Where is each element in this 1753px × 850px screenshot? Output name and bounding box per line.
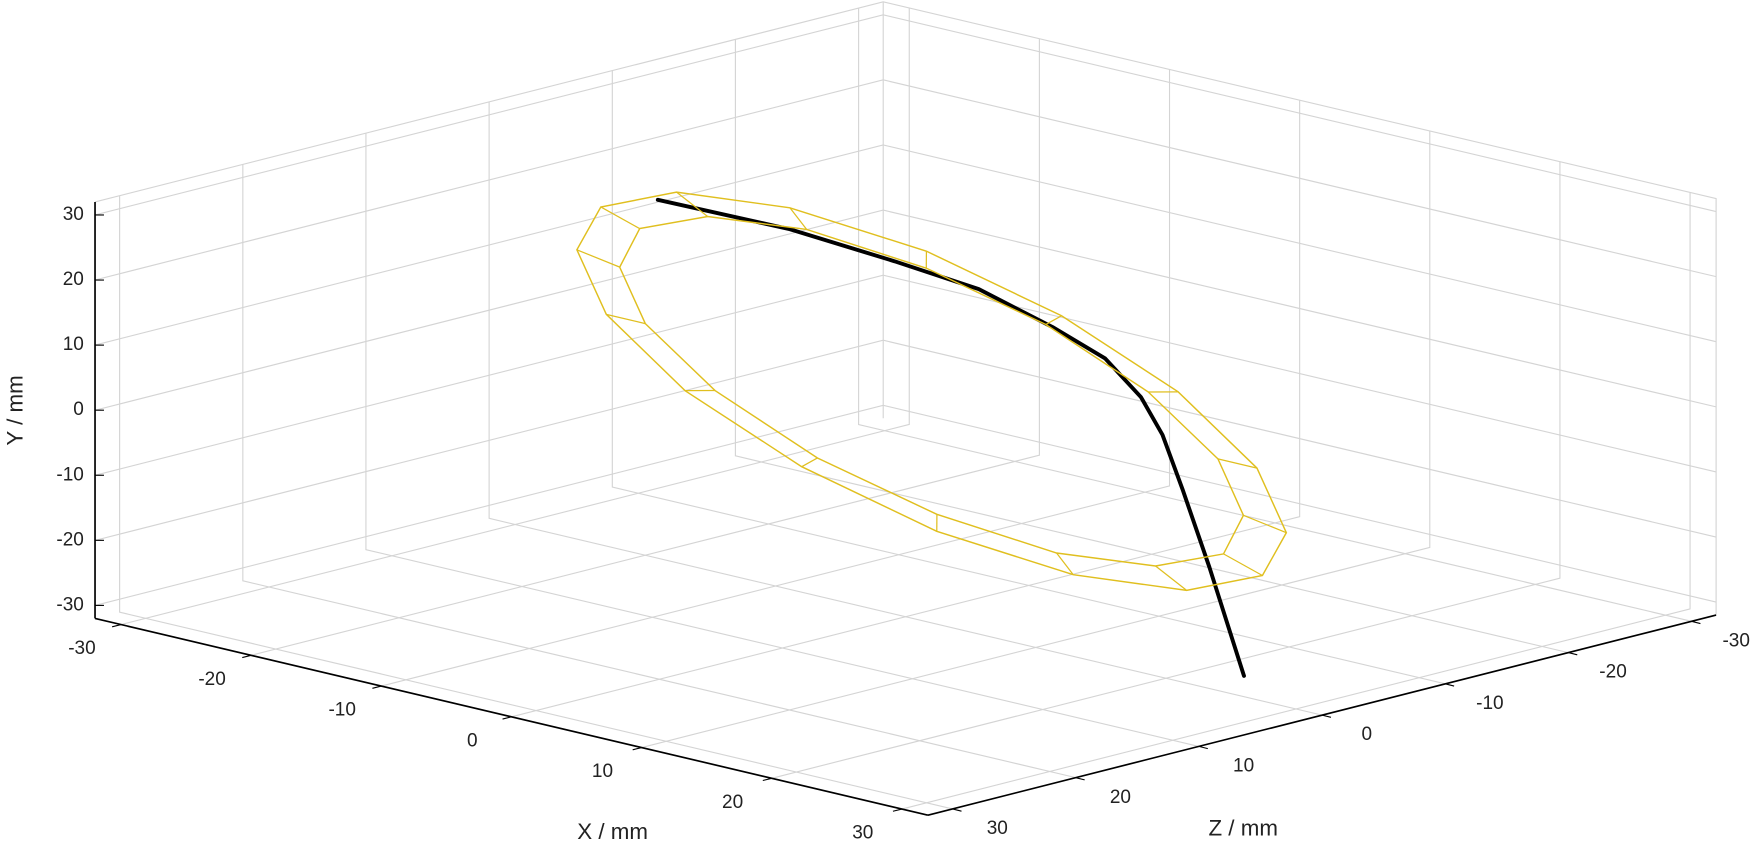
y-tick-label: -10 xyxy=(56,464,83,485)
grid-line xyxy=(901,192,1691,810)
y-tick-label: 0 xyxy=(73,399,84,420)
x-tick-label: 20 xyxy=(722,792,743,813)
z-tick xyxy=(1568,652,1578,656)
z-tick-label: 20 xyxy=(1110,787,1131,808)
z-tick xyxy=(1075,777,1085,781)
y-tick-label: -30 xyxy=(56,594,83,615)
x-tick-label: -10 xyxy=(328,700,355,721)
y-tick-label: 20 xyxy=(63,269,84,290)
x-tick-label: 10 xyxy=(592,761,613,782)
z-tick xyxy=(952,808,962,812)
x-tick xyxy=(892,808,903,812)
x-tick-label: -30 xyxy=(68,638,95,659)
y-axis-title: Y / mm xyxy=(3,375,28,445)
ring-mesh-line xyxy=(789,207,808,230)
x-tick xyxy=(632,746,642,751)
ring-mesh-line xyxy=(576,249,620,268)
z-tick-label: -30 xyxy=(1722,630,1749,651)
ring-mesh-line xyxy=(1056,552,1074,576)
grid-line xyxy=(242,164,1076,779)
ring-mesh-line xyxy=(1045,315,1062,326)
grid-line xyxy=(94,209,1717,411)
grid-line xyxy=(94,274,1717,476)
x-tick xyxy=(111,624,122,628)
ring-mesh-line xyxy=(676,191,709,217)
z-tick-label: 10 xyxy=(1233,756,1254,777)
x-axis xyxy=(94,617,929,816)
grid-line xyxy=(734,39,1569,654)
ring-mesh-line xyxy=(1243,514,1287,534)
z-tick xyxy=(1445,683,1455,687)
grid-line xyxy=(94,404,1717,606)
grid-line xyxy=(511,100,1301,718)
ring-edge xyxy=(618,215,1245,567)
grid-line xyxy=(94,79,1717,281)
ring-mesh-line xyxy=(606,313,646,325)
x-axis-title: X / mm xyxy=(577,819,648,844)
x-tick-label: 30 xyxy=(852,823,873,844)
box-edge xyxy=(94,1,1717,616)
grid-line xyxy=(119,195,953,810)
grid-line xyxy=(120,7,910,626)
z-tick-label: 30 xyxy=(987,818,1008,839)
x-tick-label: -20 xyxy=(198,669,225,690)
curve xyxy=(655,197,1246,678)
ring-mesh-line xyxy=(1223,553,1263,577)
grid-line xyxy=(611,70,1446,685)
z-axis-title: Z / mm xyxy=(1208,816,1277,841)
grid-line xyxy=(858,8,1692,622)
z-tick xyxy=(1691,620,1701,625)
y-tick-label: -20 xyxy=(56,529,83,550)
ring-mesh-line xyxy=(1217,458,1258,469)
z-tick-label: -20 xyxy=(1599,662,1626,683)
grid-line xyxy=(365,133,1199,747)
x-tick xyxy=(502,716,512,720)
y-tick-label: 30 xyxy=(63,204,84,225)
grid-line xyxy=(94,144,1717,346)
grid-line xyxy=(488,101,1323,716)
grid-line xyxy=(94,14,1717,216)
x-tick xyxy=(372,685,382,689)
x-tick xyxy=(242,654,252,659)
grid-line xyxy=(641,130,1431,749)
z-tick-label: -10 xyxy=(1476,693,1503,714)
z-tick-label: 0 xyxy=(1361,724,1372,745)
grid-line xyxy=(94,339,1717,541)
ring-mesh-line xyxy=(600,206,640,230)
grid-line xyxy=(381,69,1171,687)
z-tick xyxy=(1321,714,1332,718)
ring-mesh-line xyxy=(1155,565,1188,591)
ring-mesh-line xyxy=(801,457,818,468)
z-tick xyxy=(1198,745,1208,750)
x-tick-label: 0 xyxy=(467,730,478,751)
x-tick xyxy=(762,777,772,782)
y-tick-label: 10 xyxy=(63,334,84,355)
grid-line xyxy=(251,38,1040,656)
grid-line xyxy=(771,161,1561,779)
